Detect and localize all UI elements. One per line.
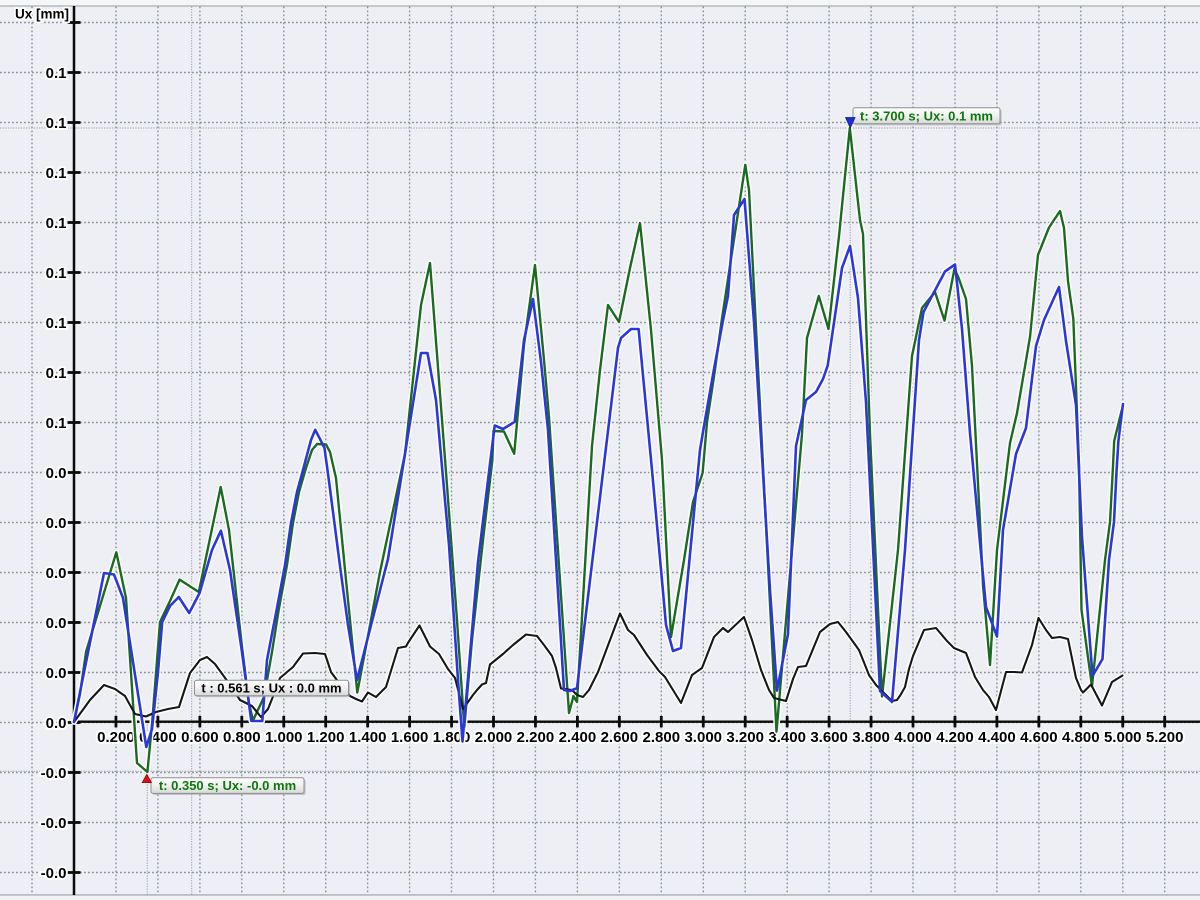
svg-text:0.0: 0.0 <box>46 715 67 732</box>
svg-text:3.000: 3.000 <box>684 729 722 746</box>
svg-text:-0.0: -0.0 <box>41 865 67 882</box>
svg-text:t : 0.561 s; Ux : 0.0 mm: t : 0.561 s; Ux : 0.0 mm <box>201 681 341 696</box>
svg-text:3.200: 3.200 <box>726 729 764 746</box>
svg-text:Ux [mm]: Ux [mm] <box>15 7 69 22</box>
svg-text:0.1: 0.1 <box>46 65 67 82</box>
svg-text:0.0: 0.0 <box>46 615 67 632</box>
svg-text:0.0: 0.0 <box>46 565 67 582</box>
svg-text:0.0: 0.0 <box>46 515 67 532</box>
svg-text:3.600: 3.600 <box>810 729 848 746</box>
svg-text:4.600: 4.600 <box>1020 729 1058 746</box>
svg-text:0.600: 0.600 <box>181 729 219 746</box>
svg-text:0.1: 0.1 <box>46 415 67 432</box>
svg-text:2.000: 2.000 <box>475 729 513 746</box>
svg-text:0.800: 0.800 <box>223 729 261 746</box>
svg-text:t: 3.700 s; Ux: 0.1 mm: t: 3.700 s; Ux: 0.1 mm <box>860 108 993 123</box>
svg-text:2.600: 2.600 <box>601 729 639 746</box>
svg-text:2.800: 2.800 <box>643 729 681 746</box>
svg-text:0.1: 0.1 <box>46 165 67 182</box>
svg-text:0.1: 0.1 <box>46 265 67 282</box>
svg-text:t: 0.350 s; Ux: -0.0 mm: t: 0.350 s; Ux: -0.0 mm <box>159 778 296 793</box>
svg-text:0.1: 0.1 <box>46 315 67 332</box>
svg-text:4.800: 4.800 <box>1062 729 1100 746</box>
svg-text:5.200: 5.200 <box>1146 729 1184 746</box>
svg-text:0.0: 0.0 <box>46 465 67 482</box>
svg-text:0.1: 0.1 <box>46 115 67 132</box>
svg-text:2.200: 2.200 <box>517 729 555 746</box>
svg-text:5.000: 5.000 <box>1104 729 1142 746</box>
svg-text:4.000: 4.000 <box>894 729 932 746</box>
svg-text:1.000: 1.000 <box>265 729 303 746</box>
svg-text:4.200: 4.200 <box>936 729 974 746</box>
svg-text:-0.0: -0.0 <box>41 765 67 782</box>
svg-text:4.400: 4.400 <box>978 729 1016 746</box>
svg-text:1.200: 1.200 <box>307 729 345 746</box>
svg-text:2.400: 2.400 <box>559 729 597 746</box>
svg-text:-0.0: -0.0 <box>41 815 67 832</box>
svg-text:0.0: 0.0 <box>46 665 67 682</box>
svg-text:0.1: 0.1 <box>46 215 67 232</box>
svg-text:1.600: 1.600 <box>391 729 429 746</box>
svg-text:3.800: 3.800 <box>852 729 890 746</box>
svg-text:0.200: 0.200 <box>97 729 135 746</box>
svg-text:0.1: 0.1 <box>46 365 67 382</box>
svg-text:1.400: 1.400 <box>349 729 387 746</box>
